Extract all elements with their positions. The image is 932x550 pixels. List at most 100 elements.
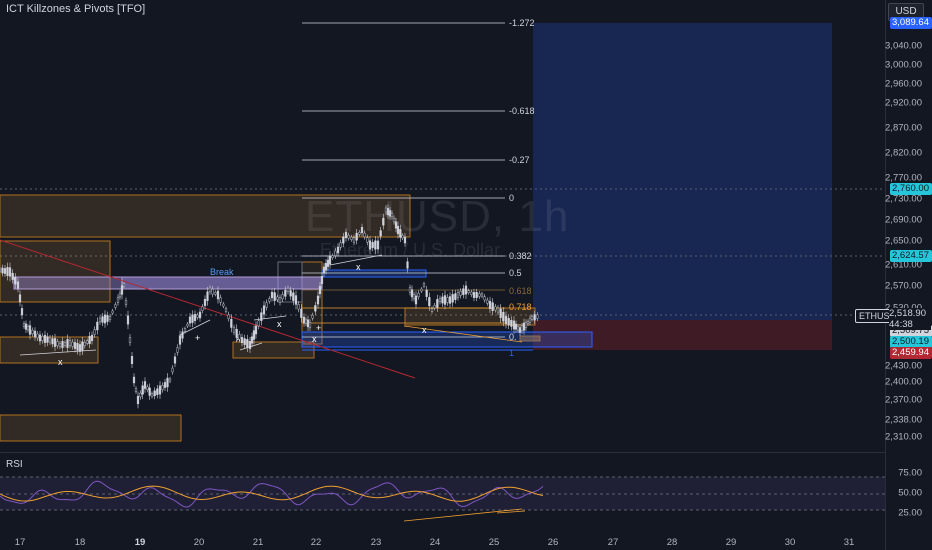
candle [286,287,290,293]
current-price-box[interactable]: 2,518.90 44:38 [889,308,931,330]
time-tick: 31 [843,537,855,548]
time-tick: 26 [547,537,559,548]
long-position-profit-zone[interactable] [533,23,832,320]
candle [260,312,263,321]
candle [470,291,473,295]
candle [143,381,147,389]
rsi-tick: 75.00 [898,467,922,479]
candle [412,294,416,299]
candle [336,246,340,254]
killzone-box[interactable] [0,194,411,238]
candle [3,268,7,274]
rsi-ma-line[interactable] [0,485,544,502]
candle [230,318,233,328]
candle [193,314,197,321]
candle [101,316,104,323]
candle [156,388,159,395]
candle [38,334,42,342]
rsi-divergence-line[interactable] [403,508,523,522]
price-tick: 2,960.00 [885,78,922,90]
rsi-divergence-line[interactable] [496,510,526,514]
price-tag-level[interactable]: 2,760.00 [890,183,932,195]
fib-retracement[interactable] [302,22,505,338]
candle [63,342,67,346]
candle [78,344,82,352]
time-tick: 20 [193,537,205,548]
break-label: Break [210,267,234,277]
candle [173,356,177,364]
price-tick: 2,770.00 [885,172,922,184]
candle [403,236,407,244]
price-tick: 3,000.00 [885,59,922,71]
price-candles[interactable] [0,204,539,409]
candle [211,289,214,295]
candle [331,255,334,258]
order-block-box[interactable] [301,331,593,348]
rsi-tick: 25.00 [898,507,922,519]
range-box[interactable] [277,261,303,303]
candle [352,237,356,243]
price-tag-level[interactable]: 2,500.19 [890,336,932,348]
candle [510,319,513,327]
price-tag-stop[interactable]: 2,459.94 [890,347,932,359]
candle [132,376,136,384]
candle [488,301,492,309]
candle [386,208,390,216]
price-tick: 2,370.00 [885,394,922,406]
candle [344,231,348,239]
candle [512,320,516,330]
rsi-band [0,477,885,510]
long-position-stop-zone[interactable] [533,320,832,350]
time-tick: 24 [429,537,441,548]
candle [292,292,295,301]
description-watermark: Ethereum / U.S. Dollar [320,240,501,260]
killzone-box[interactable] [519,335,541,342]
order-block-box[interactable] [321,269,427,278]
candle [201,306,204,311]
killzone-box[interactable] [0,240,111,303]
killzone-box[interactable] [0,414,182,442]
candle [196,314,199,318]
candle [188,316,192,324]
candle [90,334,94,342]
candle [374,240,377,250]
candle [347,234,350,239]
candle [66,339,69,348]
candle [342,236,345,244]
candle [273,292,276,301]
trend-line[interactable] [0,239,416,379]
price-tag-level[interactable]: 2,624.57 [890,250,932,262]
candle [141,385,144,395]
indicator-title[interactable]: ICT Killzones & Pivots [TFO] [6,3,146,15]
candle [384,207,388,213]
fair-value-gap-box[interactable] [121,276,323,290]
rsi-line[interactable] [0,480,544,508]
candle [93,329,96,335]
candle [22,323,26,327]
candle [51,338,54,345]
candle [262,305,266,315]
rsi-title[interactable]: RSI [6,459,23,470]
swing-line[interactable] [253,315,287,321]
price-tick: 2,870.00 [885,122,922,134]
price-tag-target[interactable]: 3,089.64 [890,17,932,29]
swing-line[interactable] [329,254,383,266]
candle [222,303,225,307]
trend-line[interactable] [403,325,523,343]
candle [86,340,89,344]
bar-countdown: 44:38 [889,319,913,330]
candle [33,330,37,338]
svg-text:x: x [277,319,282,329]
candle [136,395,140,405]
candle [483,296,486,301]
candle [491,302,494,311]
candle [250,336,254,344]
time-tick: 30 [784,537,796,548]
candle [238,333,241,340]
swing-line[interactable] [19,349,97,356]
candle [128,337,132,343]
candle [438,297,442,303]
candle [268,298,271,302]
candle [475,292,478,298]
